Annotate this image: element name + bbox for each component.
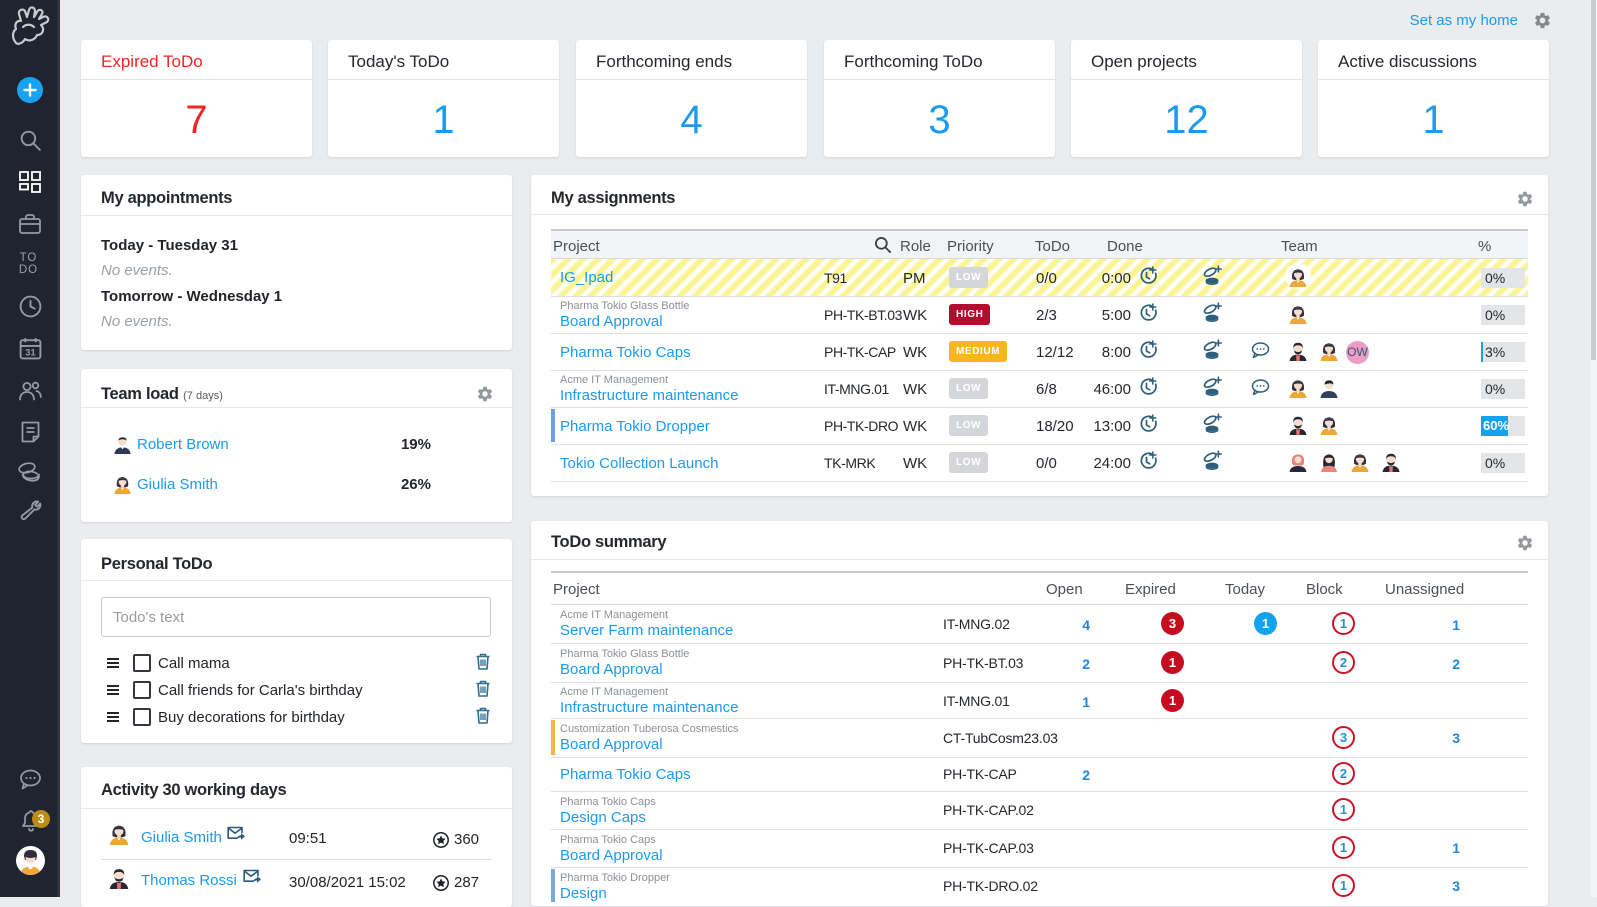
svg-text:31: 31 bbox=[25, 347, 35, 357]
